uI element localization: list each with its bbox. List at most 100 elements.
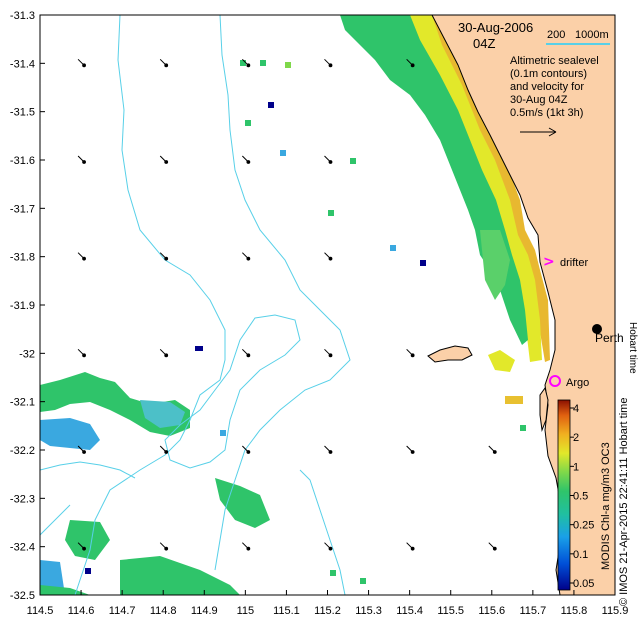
date-label: 30-Aug-2006 <box>458 20 533 35</box>
scale-label-a: 200 <box>547 29 565 41</box>
land-garden-island <box>539 386 549 432</box>
legend-line-4: 30-Aug 04Z <box>510 94 568 106</box>
y-tick-label: -31.8 <box>10 252 35 264</box>
colorbar: 4 2 1 0.5 0.25 0.1 0.05 MODIS Chl-a mg/m3 OC3 <box>557 399 612 591</box>
legend-text: Altimetric sealevel (0.1m contours) and … <box>510 55 599 137</box>
velocity-vector-head <box>328 63 333 68</box>
colorbar-label: 1 <box>573 461 579 473</box>
velocity-vectors <box>77 58 497 551</box>
colorbar-label: 0.5 <box>573 491 588 503</box>
velocity-vector-head <box>164 353 169 358</box>
velocity-vector-head <box>410 63 415 68</box>
colorbar-labels: 4 2 1 0.5 0.25 0.1 0.05 <box>570 403 594 590</box>
drifter-label: drifter <box>560 257 588 269</box>
velocity-vector-head <box>246 256 251 261</box>
chl-patch <box>505 396 523 404</box>
velocity-vector-head <box>328 450 333 454</box>
y-tick-label: -32.3 <box>10 493 35 505</box>
velocity-vector-head <box>246 63 251 68</box>
velocity-vector-head <box>328 546 333 551</box>
hobart-time-label: Hobart time <box>627 322 638 374</box>
colorbar-gradient <box>557 399 571 591</box>
velocity-vector-head <box>82 546 86 551</box>
map-plot <box>40 15 615 595</box>
y-tick-label: -32.4 <box>10 542 35 554</box>
y-tick-label: -31.9 <box>10 300 35 312</box>
velocity-vector-head <box>82 353 86 358</box>
x-tick-label: 114.8 <box>150 605 177 617</box>
velocity-vector-head <box>410 450 415 454</box>
colorbar-label: 0.05 <box>573 578 594 590</box>
velocity-vector-head <box>82 63 86 68</box>
velocity-vector-head <box>328 160 333 164</box>
velocity-vector-head <box>328 256 333 261</box>
credit-text: © IMOS 21-Apr-2015 22:41:11 Hobart time <box>618 398 630 606</box>
velocity-vector-head <box>328 353 333 358</box>
x-tick-label: 115.2 <box>314 605 341 617</box>
x-tick-label: 114.6 <box>68 605 95 617</box>
perth-marker <box>592 324 602 334</box>
colorbar-label: 2 <box>573 432 579 444</box>
x-tick-label: 114.7 <box>109 605 136 617</box>
x-tick-label: 115.4 <box>396 605 423 617</box>
perth-label: Perth <box>595 331 624 345</box>
y-tick-label: -31.5 <box>10 107 35 119</box>
sealevel-contours <box>40 15 351 595</box>
x-tick-label: 115.6 <box>478 605 505 617</box>
velocity-ref-label: 0.5m/s (1kt 3h) <box>510 107 583 119</box>
y-tick-label: -31.7 <box>10 203 35 215</box>
velocity-vector-head <box>246 450 251 454</box>
y-tick-label: -32.2 <box>10 445 35 457</box>
chl-sw-patch-6 <box>120 556 240 595</box>
velocity-vector-head <box>82 450 86 454</box>
velocity-vector-head <box>492 546 497 551</box>
legend-line-1: Altimetric sealevel <box>510 55 599 67</box>
velocity-vector-head <box>246 353 251 358</box>
colorbar-label: 4 <box>573 403 579 415</box>
chl-sw-patch-5 <box>65 520 110 560</box>
scale-label-b: 1000m <box>575 29 609 41</box>
x-axis: 114.5 114.6 114.7 114.8 114.9 115 115.1 115.2 11… <box>27 590 629 617</box>
x-tick-label: 115.1 <box>273 605 300 617</box>
chl-shelf-green-2 <box>480 230 510 300</box>
velocity-vector-head <box>82 160 86 164</box>
x-tick-label: 115.8 <box>561 605 588 617</box>
velocity-vector-head <box>492 450 497 454</box>
chl-sw-patch-8 <box>40 585 90 595</box>
time-label: 04Z <box>473 36 495 51</box>
velocity-ref-arrowhead <box>548 127 557 137</box>
x-tick-label: 115.3 <box>355 605 382 617</box>
x-tick-label: 114.5 <box>27 605 54 617</box>
chl-coastal-yellow <box>405 15 542 362</box>
velocity-vector-head <box>164 160 169 164</box>
colorbar-label: 0.1 <box>573 549 588 561</box>
x-tick-label: 114.9 <box>191 605 218 617</box>
legend-line-2: (0.1m contours) <box>510 68 587 80</box>
chl-nearshore-yellow <box>488 350 515 372</box>
colorbar-title: MODIS Chl-a mg/m3 OC3 <box>600 442 612 570</box>
velocity-vector-head <box>246 546 251 551</box>
velocity-vector-head <box>164 450 169 454</box>
colorbar-label: 0.25 <box>573 520 594 532</box>
velocity-vector-head <box>164 63 169 68</box>
velocity-vector-head <box>82 256 86 261</box>
drifter-marker: > <box>543 254 555 270</box>
y-tick-label: -32 <box>19 348 35 360</box>
velocity-vector-head <box>410 353 415 358</box>
y-tick-label: -31.3 <box>10 10 35 22</box>
velocity-vector-head <box>164 546 169 551</box>
x-tick-label: 115.9 <box>602 605 629 617</box>
x-tick-label: 115.5 <box>437 605 464 617</box>
y-tick-label: -31.6 <box>10 155 35 167</box>
y-axis: -31.3 -31.4 -31.5 -31.6 -31.7 -31.8 -31.9 -32 -3… <box>10 10 45 602</box>
chl-sw-patch-2 <box>40 418 100 450</box>
x-tick-label: 115 <box>237 605 255 617</box>
land-rottnest-island <box>427 345 473 363</box>
argo-marker <box>549 375 561 387</box>
velocity-vector-head <box>246 160 251 164</box>
y-tick-label: -32.1 <box>10 397 35 409</box>
chl-sw-patch-3 <box>140 400 185 428</box>
velocity-vector-head <box>164 256 169 261</box>
y-tick-label: -32.5 <box>10 590 35 602</box>
